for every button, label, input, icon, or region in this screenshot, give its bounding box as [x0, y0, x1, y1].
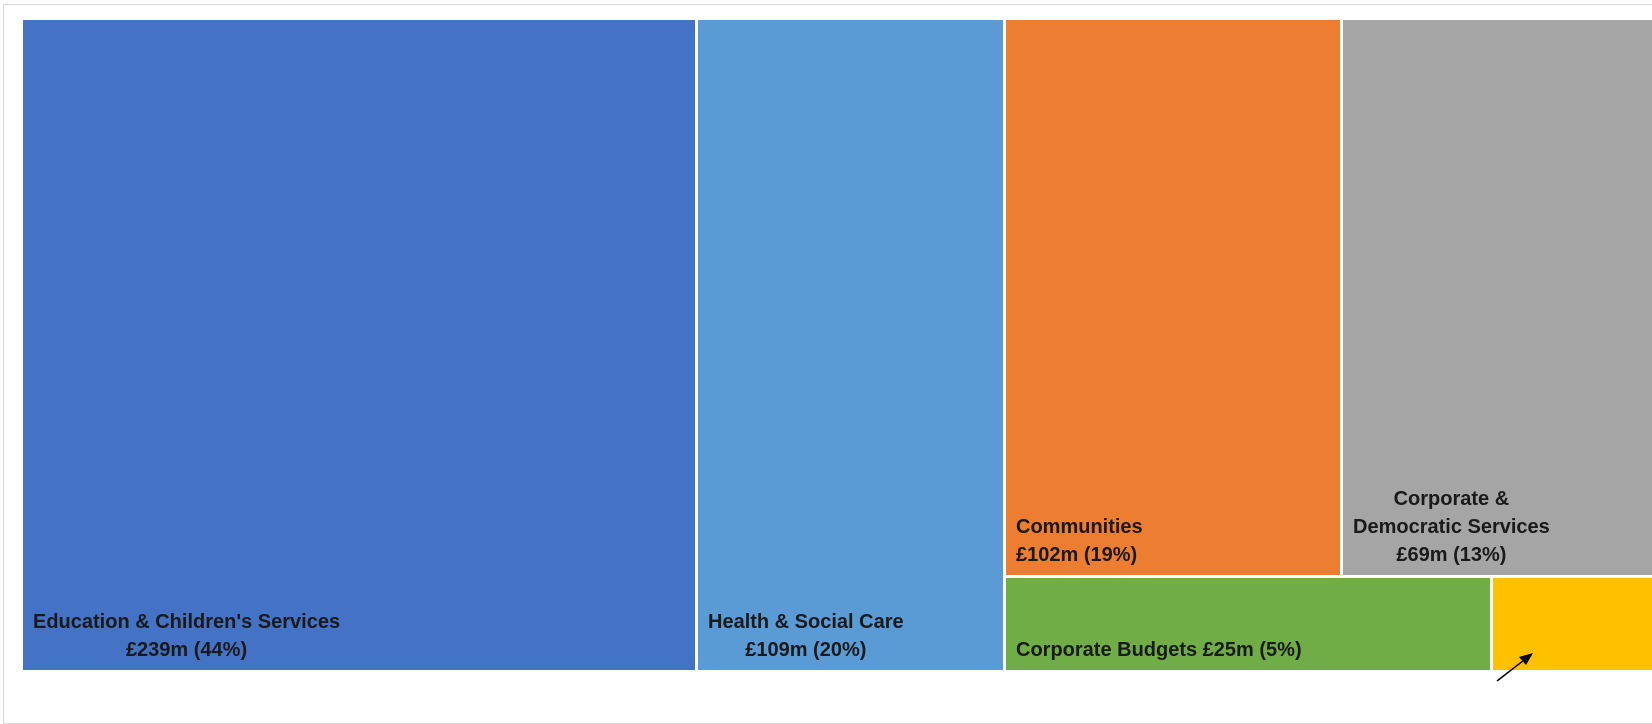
tile-value: £69m (13%)	[1396, 544, 1507, 566]
tile-other	[1493, 578, 1652, 670]
tile-corporate-budgets: Corporate Budgets £25m (5%)	[1006, 578, 1490, 670]
label-education-childrens-services: Education & Children's Services £239m (4…	[33, 608, 340, 664]
label-communities: Communities £102m (19%)	[1016, 513, 1143, 569]
label-health-social-care: Health & Social Care £109m (20%)	[708, 608, 904, 664]
tile-name: Communities	[1016, 516, 1143, 538]
tile-value: £102m (19%)	[1016, 544, 1138, 566]
tile-label: Corporate Budgets £25m (5%)	[1016, 639, 1302, 661]
tile-value: £239m (44%)	[125, 639, 248, 661]
label-corporate-budgets: Corporate Budgets £25m (5%)	[1016, 636, 1302, 664]
tile-name: Education & Children's Services	[33, 611, 341, 633]
tile-name: Health & Social Care	[708, 611, 904, 633]
tile-communities: Communities £102m (19%)	[1006, 20, 1340, 575]
tile-health-social-care: Health & Social Care £109m (20%)	[698, 20, 1003, 670]
label-corporate-democratic-services: Corporate & Democratic Services £69m (13…	[1353, 485, 1550, 569]
tile-name-line-2: Democratic Services	[1353, 516, 1550, 538]
tile-value: £109m (20%)	[745, 639, 867, 661]
tile-education-childrens-services: Education & Children's Services £239m (4…	[23, 20, 695, 670]
tile-corporate-democratic-services: Corporate & Democratic Services £69m (13…	[1343, 20, 1652, 575]
tile-name-line-1: Corporate &	[1393, 488, 1510, 510]
